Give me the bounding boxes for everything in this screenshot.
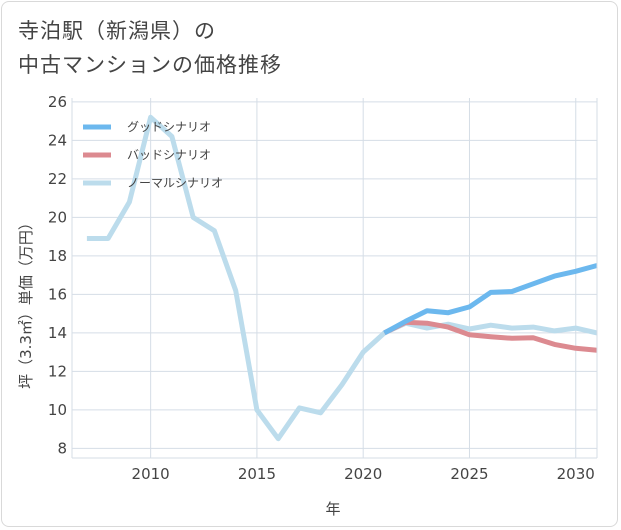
y-axis-title: 坪（3.3㎡）単価（万円） bbox=[17, 215, 35, 389]
y-tick-label: 10 bbox=[48, 401, 67, 419]
y-tick-label: 26 bbox=[48, 93, 67, 111]
grid bbox=[72, 98, 597, 458]
y-tick-label: 24 bbox=[48, 131, 67, 149]
legend-label-good: グッドシナリオ bbox=[127, 120, 211, 134]
y-tick-label: 12 bbox=[48, 362, 67, 380]
x-axis-title: 年 bbox=[325, 500, 340, 518]
y-tick-label: 22 bbox=[48, 170, 67, 188]
x-tick-label: 2025 bbox=[450, 465, 488, 483]
chart-title: 寺泊駅（新潟県）の 中古マンションの価格推移 bbox=[18, 14, 282, 82]
chart-title-line1: 寺泊駅（新潟県）の bbox=[18, 19, 216, 43]
legend-label-normal: ノーマルシナリオ bbox=[127, 176, 223, 190]
axes: 8 10 12 14 16 18 20 22 24 26 2010 2015 2020 2025 2030 bbox=[48, 93, 598, 483]
y-tick-label: 20 bbox=[48, 208, 67, 226]
x-tick-label: 2020 bbox=[344, 465, 382, 483]
x-tick-label: 2030 bbox=[557, 465, 595, 483]
y-tick-label: 16 bbox=[48, 285, 67, 303]
legend-label-bad: バッドシナリオ bbox=[127, 148, 211, 162]
series-line-bad bbox=[383, 319, 598, 353]
chart-title-line2: 中古マンションの価格推移 bbox=[18, 53, 282, 77]
x-tick-label: 2010 bbox=[132, 465, 170, 483]
x-tick-label: 2015 bbox=[238, 465, 276, 483]
y-tick-label: 18 bbox=[48, 247, 67, 265]
y-tick-label: 8 bbox=[57, 439, 67, 457]
series-line-normal bbox=[86, 114, 598, 442]
y-tick-label: 14 bbox=[48, 324, 67, 342]
series-layer bbox=[86, 114, 598, 442]
series-line-good bbox=[383, 263, 598, 336]
